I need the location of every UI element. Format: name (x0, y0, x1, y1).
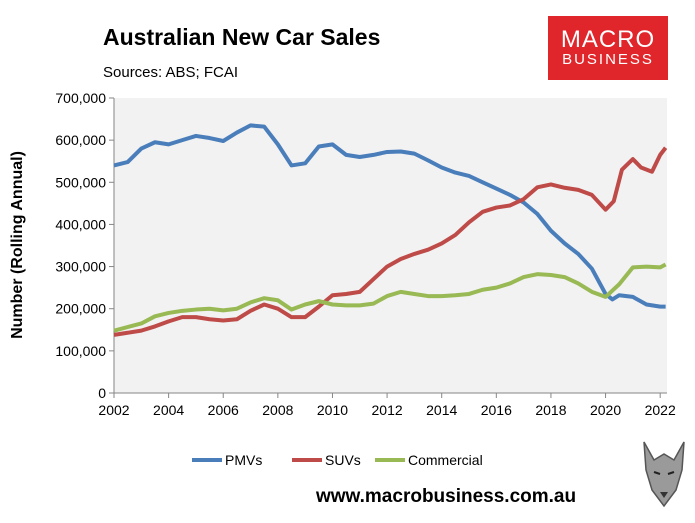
y-tick-label: 200,000 (55, 301, 106, 317)
y-tick-label: 700,000 (55, 90, 106, 106)
legend-label-commercial: Commercial (408, 452, 483, 468)
x-tick-label: 2014 (426, 402, 457, 418)
x-tick-label: 2020 (590, 402, 621, 418)
y-axis-label: Number (Rolling Annual) (9, 151, 26, 339)
series-line-suvs (113, 146, 668, 337)
x-tick-label: 2022 (645, 402, 676, 418)
legend-label-pmvs: PMVs (225, 452, 262, 468)
x-tick-label: 2018 (535, 402, 566, 418)
x-tick-label: 2012 (372, 402, 403, 418)
logo-line1: MACRO (560, 26, 656, 53)
x-tick-label: 2016 (481, 402, 512, 418)
plot-area (114, 98, 667, 393)
y-tick-label: 600,000 (55, 132, 106, 148)
logo-line2: BUSINESS (562, 51, 654, 68)
series-line-pmvs (113, 123, 666, 309)
y-tick-label: 400,000 (55, 216, 106, 232)
x-tick-label: 2006 (208, 402, 239, 418)
y-tick-label: 0 (98, 385, 106, 401)
y-tick-label: 300,000 (55, 259, 106, 275)
series-line-commercial (113, 262, 667, 333)
wolf-logo-icon (638, 434, 690, 514)
website-url: www.macrobusiness.com.au (316, 486, 577, 507)
x-tick-label: 2004 (153, 402, 184, 418)
chart-title: Australian New Car Sales (103, 24, 381, 50)
legend-label-suvs: SUVs (325, 452, 361, 468)
y-tick-label: 500,000 (55, 174, 106, 190)
chart-sources: Sources: ABS; FCAI (103, 64, 239, 81)
y-tick-label: 100,000 (55, 343, 106, 359)
x-tick-label: 2010 (317, 402, 348, 418)
macrobusiness-logo: MACRO BUSINESS (548, 16, 668, 80)
x-tick-label: 2002 (98, 402, 129, 418)
x-tick-label: 2008 (262, 402, 293, 418)
